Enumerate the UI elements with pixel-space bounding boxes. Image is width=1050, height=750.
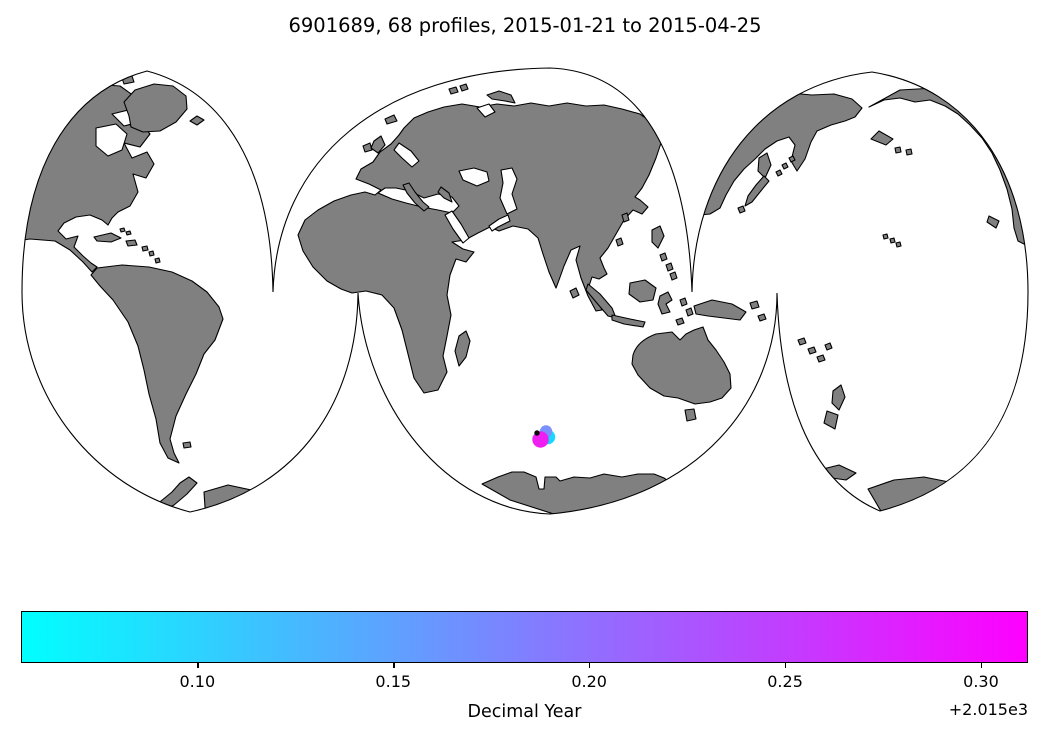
island-cuba [93, 232, 122, 243]
island-new-zealand-south [823, 410, 839, 430]
island-sakhalin [757, 152, 772, 179]
island-borneo [628, 279, 657, 303]
sea-black [458, 167, 490, 187]
island-tasmania [684, 408, 697, 422]
colorbar-tick-mark [785, 663, 787, 668]
profile-dot [534, 430, 540, 436]
colorbar-tick-label: 0.15 [375, 672, 412, 691]
island-iceland-center [384, 114, 398, 125]
islands-hawaii [882, 233, 902, 248]
colorbar-gradient [21, 611, 1028, 663]
colorbar-offset-text: +2.015e3 [948, 700, 1028, 719]
island-sri-lanka [569, 287, 580, 299]
map-ocean [22, 68, 1028, 514]
colorbar-tick-label: 0.10 [179, 672, 216, 691]
sea-caspian [499, 167, 518, 215]
colorbar-tick-mark [589, 663, 591, 668]
figure-title: 6901689, 68 profiles, 2015-01-21 to 2015… [288, 14, 762, 37]
island-madagascar [454, 330, 471, 367]
island-taiwan [621, 212, 630, 223]
islands-kuril [775, 155, 796, 177]
gulf-persian [488, 214, 511, 232]
islands-aleutian [870, 130, 913, 156]
islands-japan [737, 175, 770, 214]
colorbar-tick-label: 0.20 [571, 672, 607, 691]
island-java [611, 314, 646, 328]
island-new-guinea [693, 299, 747, 321]
islands-moluccas [675, 297, 767, 326]
island-hainan [615, 237, 624, 247]
landmass-australia [631, 326, 732, 405]
peninsula-italy [402, 182, 430, 212]
map-outline [21, 67, 1029, 515]
colorbar-label: Decimal Year [467, 702, 582, 722]
islands-caribbean [119, 227, 161, 264]
islands-philippines [651, 225, 678, 281]
island-iceland [189, 115, 205, 126]
antarctica-center-lobe [481, 471, 673, 514]
colorbar-tick-label: 0.25 [767, 672, 803, 691]
colorbar-tick-mark [197, 663, 199, 668]
islands-falkland [182, 441, 192, 449]
colorbar-tick-label: 0.30 [963, 672, 999, 691]
sea-baltic [393, 142, 420, 168]
island-new-zealand-north [831, 384, 846, 411]
islands-melanesia [797, 337, 833, 363]
colorbar-tick-mark [393, 663, 395, 668]
island-sulawesi [657, 291, 673, 315]
colorbar: 0.10 0.15 0.20 0.25 0.30 Decimal Year +2.015… [21, 611, 1028, 731]
antarctica-right-lobe [867, 476, 989, 514]
landmass-south-america [90, 264, 224, 464]
landmass-greenland [123, 83, 188, 133]
profile-scatter-cluster [532, 425, 556, 448]
sea-hudson-bay [95, 123, 128, 157]
sea-red [444, 210, 470, 244]
colorbar-tick-mark [980, 663, 983, 668]
sea-white [476, 103, 496, 118]
peninsula-greece [437, 186, 453, 203]
island-vancouver [986, 215, 1000, 229]
islands-britain-ireland [362, 135, 386, 154]
islands-arctic-russia [448, 83, 516, 104]
